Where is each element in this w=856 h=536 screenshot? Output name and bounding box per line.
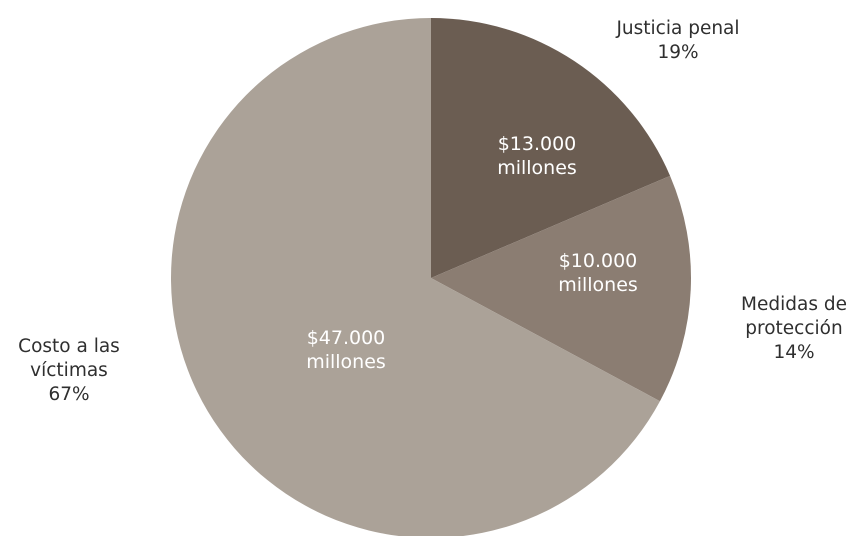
slice-value-label-medidas-de-proteccion: $10.000 millones [558, 250, 638, 296]
slice-value-line: millones [306, 351, 386, 373]
slice-category-label-justicia-penal: Justicia penal 19% [615, 18, 739, 63]
slice-category-label-medidas-de-proteccion: Medidas de protección 14% [741, 294, 847, 363]
slice-value-line: $13.000 [498, 133, 577, 155]
pie-slices [171, 18, 691, 536]
slice-category-line: Medidas de [741, 294, 847, 315]
slice-category-line: víctimas [30, 360, 108, 381]
pie-slice-justicia-penal [431, 18, 671, 278]
slice-category-labels: Justicia penal 19% Medidas de protección 14%… [18, 18, 847, 405]
slice-value-label-costo-a-las-victimas: $47.000 millones [306, 327, 386, 373]
slice-value-labels: $13.000 millones$10.000 millones$47.000 mil… [306, 133, 638, 373]
slice-percent-label: 14% [773, 342, 814, 363]
slice-percent-label: 19% [657, 42, 698, 63]
slice-value-line: millones [497, 157, 577, 179]
slice-category-line: Justicia penal [615, 18, 739, 39]
slice-value-line: $10.000 [559, 250, 638, 272]
pie-slice-costo-a-las-victimas [171, 18, 660, 536]
slice-category-label-costo-a-las-victimas: Costo a las víctimas 67% [18, 336, 120, 405]
slice-value-line: $47.000 [307, 327, 386, 349]
slice-value-line: millones [558, 274, 638, 296]
slice-category-line: Costo a las [18, 336, 120, 357]
slice-percent-label: 67% [48, 384, 89, 405]
slice-value-label-justicia-penal: $13.000 millones [497, 133, 577, 179]
pie-slice-medidas-de-proteccion [431, 175, 691, 402]
slice-category-line: protección [745, 318, 842, 339]
